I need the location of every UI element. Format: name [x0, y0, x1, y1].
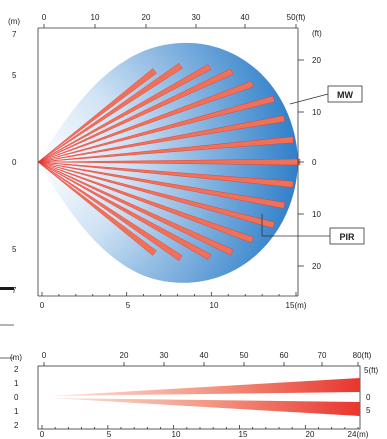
right-axis-tick: 10: [312, 108, 321, 117]
pir-beam: [37, 161, 275, 229]
bottom-axis-tick-label: 0: [40, 301, 45, 310]
side-top-axis-tick-label: 70: [318, 351, 327, 360]
right-axis-tick: 0: [312, 158, 317, 167]
left-axis-tick: 5: [12, 71, 17, 80]
pir-beam: [37, 161, 212, 260]
pir-beam: [37, 161, 254, 244]
side-right-axis-tick: 5: [366, 406, 371, 415]
side-top-axis-tick-label: 80(ft): [353, 351, 372, 360]
left-axis-tick: 7: [12, 286, 17, 295]
pir-leader-line: [261, 214, 330, 237]
right-axis-tick: 20: [312, 262, 321, 271]
top-axis-tick-label: 50(ft): [287, 13, 306, 22]
pir-beam: [37, 64, 212, 163]
right-axis-tick: 10: [312, 210, 321, 219]
pir-beam: [37, 95, 275, 163]
top-axis-tick-label: 10: [91, 13, 100, 22]
side-top-axis-tick-label: 0: [42, 351, 47, 360]
side-left-axis-tick: 1: [14, 407, 19, 416]
bottom-axis-ticks: 0 5 10 15(m): [40, 292, 307, 310]
top-axis-tick-label: 20: [142, 13, 151, 22]
side-view: 0 20 30 40 50 60 70 80(ft) 0 5 10 15 20 24(m) (m) 2 …: [10, 351, 379, 439]
top-axis-ticks: 0 10 20 30 40 50(ft): [42, 13, 306, 28]
right-axis-unit: (ft): [312, 29, 322, 38]
pir-beam: [37, 68, 234, 163]
pir-label: PIR: [339, 232, 355, 242]
side-top-axis-tick-label: 50: [240, 351, 249, 360]
side-left-axis-tick: 0: [14, 393, 19, 402]
side-left-axis-tick: 1: [14, 379, 19, 388]
left-axis-tick: 0: [12, 158, 17, 167]
right-axis-tick: 20: [312, 56, 321, 65]
pir-label-box: [329, 227, 365, 245]
side-left-axis-unit: (m): [10, 353, 22, 362]
bottom-axis-tick-label: 15(m): [286, 301, 307, 310]
pir-beam: [37, 161, 234, 256]
pir-beam: [37, 161, 285, 209]
side-pir-beam-lower: [50, 398, 360, 416]
pir-beam: [37, 161, 183, 261]
side-top-axis-tick-label: 40: [200, 351, 209, 360]
side-bottom-axis-ticks: 0 5 10 15 20 24(m): [40, 425, 369, 439]
left-axis-tick: 5: [12, 245, 17, 254]
left-axis-unit: (m): [8, 17, 20, 26]
top-axis-tick-label: 30: [192, 13, 201, 22]
divider-bar: [0, 287, 14, 290]
pir-beam: [37, 63, 183, 163]
top-view: 0 10 20 30 40 50(ft) 0 5 10 15(m) (m) 7 5 0 5 7 …: [8, 13, 365, 310]
side-top-axis-tick-label: 60: [280, 351, 289, 360]
side-top-axis-tick-label: 30: [160, 351, 169, 360]
pir-beam: [37, 161, 294, 188]
top-axis-tick-label: 40: [241, 13, 250, 22]
mw-label-box: [327, 85, 363, 103]
mw-label: MW: [337, 90, 353, 100]
pir-beam: [37, 115, 285, 163]
bottom-axis-tick-label: 10: [210, 301, 219, 310]
pir-beam-group: [37, 63, 301, 261]
left-axis-tick: 7: [12, 30, 17, 39]
pir-beam: [37, 80, 254, 163]
side-bottom-axis-tick-label: 10: [172, 430, 181, 439]
side-bottom-axis-tick-label: 24(m): [348, 430, 369, 439]
side-left-axis-tick: 2: [14, 421, 19, 430]
side-top-axis-tick-label: 20: [120, 351, 129, 360]
bottom-axis-tick-label: 5: [126, 301, 131, 310]
side-bottom-axis-tick-label: 20: [306, 430, 315, 439]
side-right-axis-tick: 0: [366, 393, 371, 402]
pir-beam: [37, 68, 157, 163]
side-bottom-axis-tick-label: 15: [239, 430, 248, 439]
side-bottom-axis-tick-label: 0: [40, 430, 45, 439]
side-bottom-axis-tick-label: 5: [107, 430, 112, 439]
pir-beam: [37, 161, 157, 256]
side-pir-beam-upper: [50, 378, 360, 396]
pir-beam: [37, 136, 294, 163]
side-left-axis-tick: 2: [14, 365, 19, 374]
top-axis-tick-label: 0: [42, 13, 47, 22]
mw-leader-line: [289, 93, 329, 105]
side-top-axis-ticks: 0 20 30 40 50 60 70 80(ft): [42, 351, 372, 366]
side-view-frame: [37, 365, 361, 430]
side-right-axis-tick: 5(ft): [364, 366, 379, 375]
